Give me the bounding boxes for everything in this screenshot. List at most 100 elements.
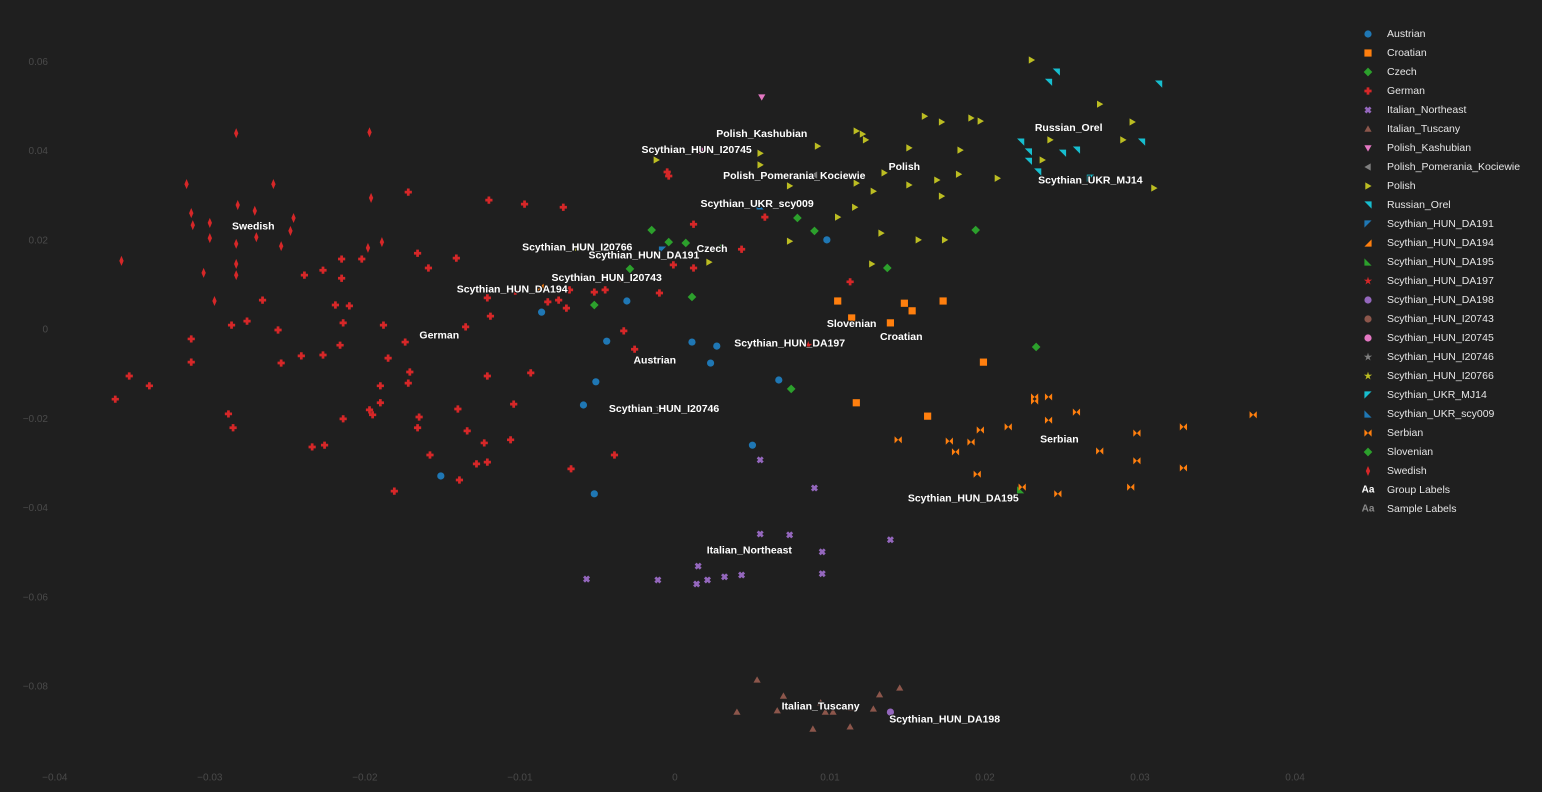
point xyxy=(187,335,195,343)
point xyxy=(853,179,860,187)
point xyxy=(681,238,691,248)
point xyxy=(786,531,794,539)
point xyxy=(625,264,635,274)
legend-item[interactable]: Scythian_HUN_I20766 xyxy=(1363,370,1494,382)
point xyxy=(331,301,340,309)
point xyxy=(297,352,305,360)
point xyxy=(706,258,713,266)
annotation: Croatian xyxy=(880,331,923,343)
point xyxy=(756,456,764,464)
point xyxy=(809,725,817,732)
legend-item[interactable]: Scythian_HUN_DA198 xyxy=(1364,294,1494,306)
legend-marker xyxy=(1363,447,1373,457)
point xyxy=(938,192,946,200)
y-tick-label: 0 xyxy=(42,325,48,336)
x-tick-label: −0.03 xyxy=(197,773,223,784)
legend-item[interactable]: Slovenian xyxy=(1363,446,1434,458)
legend-label: Polish_Pomerania_Kociewie xyxy=(1387,161,1520,173)
point xyxy=(886,536,894,544)
point xyxy=(1044,416,1053,424)
series xyxy=(804,340,813,349)
legend-marker xyxy=(1363,371,1373,380)
legend-item[interactable]: Swedish xyxy=(1365,465,1427,477)
legend-label: Group Labels xyxy=(1387,484,1450,496)
annotation: Scythian_HUN_I20766 xyxy=(522,242,632,254)
legend-item[interactable]: German xyxy=(1364,85,1425,97)
point xyxy=(869,705,877,712)
point xyxy=(852,203,859,211)
annotation: Polish_Kashubian xyxy=(716,128,807,140)
point xyxy=(368,192,374,203)
legend-item[interactable]: Scythian_HUN_DA194 xyxy=(1364,237,1494,249)
legend-item[interactable]: Scythian_HUN_I20746 xyxy=(1363,351,1494,363)
legend-item[interactable]: Russian_Orel xyxy=(1364,199,1451,211)
point xyxy=(882,263,892,273)
point xyxy=(1024,157,1032,165)
legend-marker xyxy=(1363,276,1373,285)
point xyxy=(823,236,831,244)
legend-item[interactable]: Scythian_HUN_I20745 xyxy=(1364,332,1494,344)
point xyxy=(336,341,344,349)
point xyxy=(1047,136,1054,144)
point xyxy=(455,476,464,484)
legend-label: Scythian_HUN_DA197 xyxy=(1387,275,1494,287)
point xyxy=(510,400,518,408)
series xyxy=(758,94,766,101)
point xyxy=(687,292,697,302)
point xyxy=(379,237,385,248)
point xyxy=(1151,184,1158,192)
legend-item[interactable]: Scythian_UKR_MJ14 xyxy=(1364,389,1487,401)
point xyxy=(1179,464,1188,472)
annotation: Scythian_HUN_I20746 xyxy=(609,403,719,415)
legend-item[interactable]: Polish xyxy=(1365,180,1416,192)
x-tick-label: 0.02 xyxy=(975,773,995,784)
legend-item[interactable]: Croatian xyxy=(1364,47,1427,59)
x-tick-label: 0.01 xyxy=(820,773,840,784)
legend-item[interactable]: Aa Sample Labels xyxy=(1362,503,1457,515)
point xyxy=(713,342,721,350)
point xyxy=(653,156,660,164)
point xyxy=(818,548,826,556)
point xyxy=(1155,80,1163,88)
point xyxy=(779,692,788,699)
x-tick-label: 0.04 xyxy=(1285,773,1305,784)
series xyxy=(1017,68,1163,176)
point xyxy=(207,217,212,228)
legend-item[interactable]: Polish_Pomerania_Kociewie xyxy=(1364,161,1520,173)
series xyxy=(536,283,544,291)
point xyxy=(938,118,946,126)
point xyxy=(688,338,696,346)
point xyxy=(994,174,1001,182)
point xyxy=(1096,447,1104,455)
legend-item[interactable]: Scythian_UKR_scy009 xyxy=(1364,408,1495,420)
legend-item[interactable]: Serbian xyxy=(1364,427,1423,439)
legend-item[interactable]: Italian_Northeast xyxy=(1364,104,1466,116)
point xyxy=(848,314,856,322)
annotation: Scythian_UKR_scy009 xyxy=(700,198,813,210)
legend-item[interactable]: Austrian xyxy=(1364,28,1426,40)
legend-marker xyxy=(1364,296,1372,304)
legend-item[interactable]: Polish_Kashubian xyxy=(1364,142,1471,154)
point xyxy=(655,403,664,412)
legend-marker xyxy=(1364,334,1372,342)
annotation: Scythian_HUN_I20743 xyxy=(552,272,662,284)
point xyxy=(900,299,908,307)
point xyxy=(274,326,282,334)
legend-item[interactable]: Scythian_HUN_DA197 xyxy=(1363,275,1494,287)
legend-item[interactable]: Scythian_HUN_I20743 xyxy=(1364,313,1494,325)
point xyxy=(589,300,599,310)
legend-item[interactable]: Aa Group Labels xyxy=(1362,484,1450,496)
point xyxy=(184,179,189,190)
point xyxy=(320,441,329,449)
legend-item[interactable]: Scythian_HUN_DA195 xyxy=(1364,256,1494,268)
point xyxy=(319,351,327,359)
point xyxy=(786,237,794,245)
legend-label: Austrian xyxy=(1387,28,1426,40)
x-tick-label: −0.04 xyxy=(42,773,68,784)
point xyxy=(379,321,388,329)
point xyxy=(555,296,563,304)
legend-item[interactable]: Italian_Tuscany xyxy=(1364,123,1461,135)
legend-item[interactable]: Czech xyxy=(1363,66,1417,78)
legend-item[interactable]: Scythian_HUN_DA191 xyxy=(1364,218,1494,230)
point xyxy=(757,161,764,169)
